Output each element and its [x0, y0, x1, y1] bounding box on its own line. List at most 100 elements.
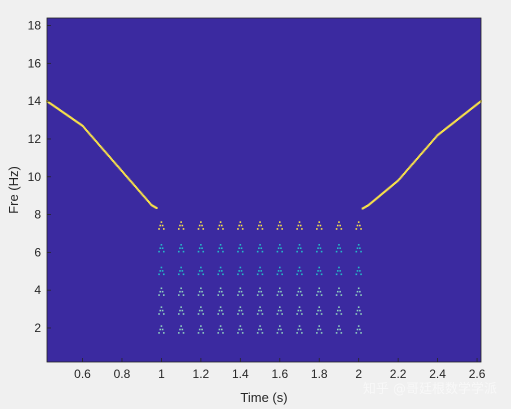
harmonic-point: [197, 250, 200, 253]
ridge-point: [436, 134, 439, 137]
harmonic-point: [160, 221, 163, 223]
harmonic-point: [339, 328, 341, 331]
y-tick-label: 6: [34, 245, 41, 259]
harmonic-point: [355, 313, 358, 315]
harmonic-point: [160, 287, 163, 290]
harmonic-point: [339, 224, 341, 227]
harmonic-point: [202, 313, 205, 315]
harmonic-point: [241, 294, 244, 296]
harmonic-point: [177, 228, 180, 230]
ridge-point: [414, 159, 417, 162]
harmonic-point: [202, 294, 205, 296]
ridge-point: [381, 192, 384, 195]
ridge-point: [67, 115, 70, 118]
harmonic-point: [179, 270, 181, 272]
harmonic-point: [357, 266, 360, 269]
ridge-point: [361, 207, 364, 210]
harmonic-point: [357, 306, 360, 308]
harmonic-point: [298, 306, 301, 308]
harmonic-point: [360, 313, 362, 315]
ridge-point: [412, 161, 415, 164]
harmonic-point: [335, 228, 338, 230]
harmonic-point: [338, 306, 340, 308]
harmonic-point: [320, 294, 323, 296]
harmonic-point: [360, 228, 362, 230]
harmonic-point: [197, 332, 200, 334]
ridge-point: [145, 198, 148, 201]
harmonic-point: [320, 250, 323, 253]
harmonic-point: [180, 221, 182, 223]
harmonic-point: [281, 294, 283, 296]
ridge-point: [124, 173, 127, 176]
ridge-point: [117, 166, 120, 169]
harmonic-point: [160, 266, 163, 269]
harmonic-point: [237, 313, 239, 315]
harmonic-point: [159, 224, 162, 227]
x-tick-label: 2.4: [429, 367, 446, 381]
ridge-point: [384, 190, 387, 193]
ridge-point: [150, 203, 153, 206]
ridge-point: [477, 101, 480, 104]
ridge-point: [155, 207, 158, 210]
harmonic-point: [219, 266, 222, 269]
harmonic-point: [340, 273, 343, 276]
harmonic-point: [259, 244, 261, 246]
harmonic-point: [202, 273, 205, 276]
harmonic-point: [201, 247, 203, 250]
harmonic-point: [202, 332, 205, 334]
ridge-point: [456, 118, 459, 121]
ridge-point: [401, 174, 404, 177]
harmonic-point: [200, 306, 202, 308]
ridge-point: [362, 206, 365, 209]
harmonic-point: [158, 228, 160, 230]
ridge-point: [50, 103, 53, 106]
harmonic-point: [339, 290, 341, 293]
harmonic-point: [217, 228, 220, 230]
ridge-point: [99, 145, 102, 148]
harmonic-point: [217, 294, 220, 296]
harmonic-point: [258, 224, 260, 227]
harmonic-point: [335, 294, 338, 296]
ridge-point: [131, 182, 134, 185]
harmonic-point: [335, 313, 338, 315]
harmonic-point: [256, 250, 259, 253]
harmonic-point: [258, 328, 260, 331]
ridge-point: [370, 201, 373, 204]
harmonic-point: [340, 294, 343, 296]
harmonic-point: [278, 325, 281, 327]
harmonic-point: [217, 273, 220, 276]
ridge-point: [421, 151, 424, 154]
ridge-point: [440, 130, 443, 133]
harmonic-point: [161, 247, 164, 250]
ridge-point: [415, 158, 418, 161]
harmonic-point: [218, 247, 221, 250]
x-tick-label: 1.2: [193, 367, 210, 381]
harmonic-point: [237, 294, 239, 296]
harmonic-point: [162, 228, 165, 230]
harmonic-point: [256, 332, 259, 334]
ridge-point: [461, 114, 464, 117]
ridge-point: [100, 146, 103, 149]
ridge-point: [374, 198, 377, 201]
harmonic-point: [218, 290, 221, 293]
harmonic-point: [359, 247, 361, 250]
harmonic-point: [180, 266, 182, 269]
ridge-point: [101, 147, 104, 150]
ridge-point: [98, 143, 101, 146]
plot-area: [46, 17, 482, 363]
harmonic-point: [200, 221, 202, 223]
harmonic-point: [356, 224, 359, 227]
y-tick-label: 10: [28, 170, 42, 184]
ridge-point: [424, 148, 427, 151]
ridge-point: [121, 171, 124, 174]
ridge-point: [388, 186, 391, 189]
ridge-point: [56, 107, 59, 110]
ridge-point: [72, 118, 75, 121]
harmonic-point: [159, 309, 162, 312]
harmonic-point: [356, 270, 359, 272]
ridge-point: [74, 119, 77, 122]
harmonic-point: [355, 228, 358, 230]
ridge-point: [123, 172, 126, 175]
harmonic-point: [201, 328, 203, 331]
harmonic-point: [197, 313, 200, 315]
